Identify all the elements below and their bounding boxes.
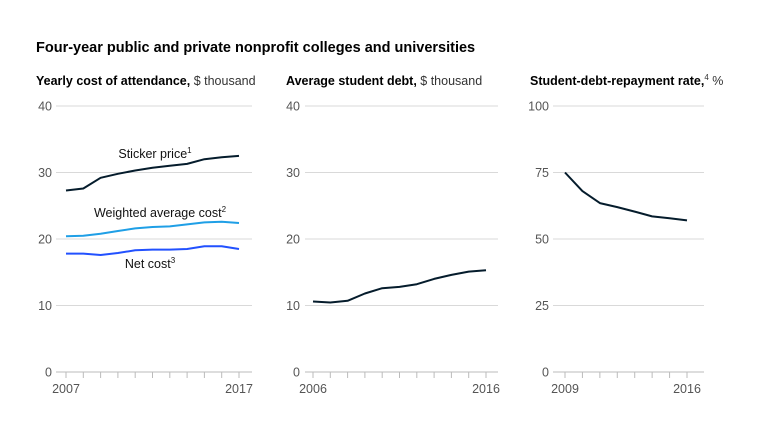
series-line-weighted-average-cost bbox=[65, 220, 240, 238]
series-name: Weighted average cost bbox=[94, 206, 222, 220]
y-tick-label: 75 bbox=[535, 166, 549, 180]
y-tick-label: 50 bbox=[535, 233, 549, 247]
panel-2: 0 10 20 30 40 2006 2016 bbox=[286, 100, 500, 397]
footnote-marker: 3 bbox=[171, 256, 176, 265]
y-tick-label: 30 bbox=[38, 166, 52, 180]
footnote-marker: 1 bbox=[187, 146, 192, 155]
panel-3: 0 25 50 75 100 2009 2016 bbox=[528, 100, 704, 396]
panel-2-title: Average student debt, $ thousand bbox=[286, 74, 482, 88]
x-tick-label: 2009 bbox=[551, 382, 579, 396]
x-tick-label: 2006 bbox=[299, 382, 327, 396]
series-line-net-cost bbox=[66, 245, 240, 256]
x-tick-label: 2007 bbox=[52, 382, 80, 396]
series-line bbox=[564, 171, 688, 222]
y-tick-label: 20 bbox=[286, 233, 300, 247]
series-name: Sticker price bbox=[118, 147, 187, 161]
series-label: Weighted average cost2 bbox=[94, 205, 227, 220]
y-tick-label: 0 bbox=[45, 366, 52, 380]
panel-3-title: Student-debt-repayment rate,4 % bbox=[530, 73, 723, 88]
x-tick-label: 2016 bbox=[673, 382, 701, 396]
series-line-sticker-price bbox=[65, 154, 240, 192]
y-tick-label: 30 bbox=[286, 166, 300, 180]
x-tick-label: 2016 bbox=[472, 382, 500, 396]
y-tick-label: 0 bbox=[542, 366, 549, 380]
panel-1-title: Yearly cost of attendance, $ thousand bbox=[36, 74, 256, 88]
y-tick-label: 40 bbox=[286, 100, 300, 114]
series-label: Sticker price1 bbox=[118, 146, 192, 161]
y-tick-label: 40 bbox=[38, 100, 52, 114]
panel-1: 0 10 20 30 40 2007 2017 Sticker price1 Weighted … bbox=[38, 100, 253, 397]
series-line bbox=[312, 269, 487, 304]
y-tick-label: 10 bbox=[286, 299, 300, 313]
y-tick-label: 0 bbox=[293, 366, 300, 380]
y-tick-label: 10 bbox=[38, 299, 52, 313]
series-name: Net cost bbox=[125, 257, 171, 271]
y-tick-label: 100 bbox=[528, 100, 549, 114]
footnote-marker: 2 bbox=[222, 205, 227, 214]
series-label: Net cost3 bbox=[125, 256, 176, 271]
y-tick-label: 25 bbox=[535, 299, 549, 313]
x-tick-label: 2017 bbox=[225, 382, 253, 396]
y-tick-label: 20 bbox=[38, 233, 52, 247]
figure-title: Four-year public and private nonprofit c… bbox=[36, 40, 475, 56]
